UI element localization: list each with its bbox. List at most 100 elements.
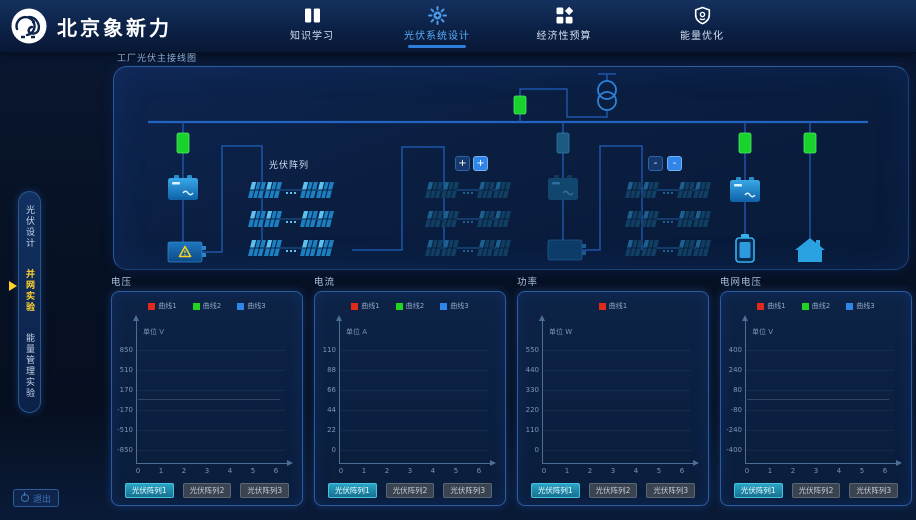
legend-label: 曲线3 [247,302,266,310]
breaker-closed-1[interactable] [176,132,190,154]
legend-item: 曲线2 [395,301,425,311]
sidebar-item-grid-connection-experiment[interactable]: 并网实验 [24,269,34,313]
pv-remove-button-1[interactable]: - [648,156,663,171]
y-tick-label: 66 [327,386,336,394]
grid-icon [556,6,573,24]
x-axis-arrow-icon [693,460,702,466]
pv-array-filter-button[interactable]: 光伏阵列1 [327,482,377,498]
y-tick-label: 110 [525,426,539,434]
legend-item: 曲线1 [757,301,786,311]
wiring [148,73,868,253]
power-icon [20,492,29,502]
pv-array-label: 光伏阵列 [269,161,310,171]
nav-item-pv-system-design[interactable]: 光伏系统设计 [404,6,470,48]
warning-triangle-icon [178,245,192,258]
sidebar-item-energy-management-experiment[interactable]: 能量管理实验 [24,333,34,399]
axis-unit-label: 单位 V [752,328,774,336]
book-icon [304,8,320,23]
y-axis-arrow-icon [742,312,748,321]
pv-array-filter-button[interactable]: 光伏阵列3 [240,482,290,498]
x-tick-label: 6 [476,467,482,475]
transformer-icon [597,80,617,111]
pv-add-button-1[interactable]: + [455,156,470,171]
y-axis-line [542,320,543,463]
pv-array-filter-button[interactable]: 光伏阵列1 [124,482,174,498]
pv-array-filter-buttons: 光伏阵列1 光伏阵列2 光伏阵列3 [721,482,911,498]
gridlines [137,350,285,451]
exit-button[interactable]: 退出 [13,489,59,507]
y-tick-label: 170 [119,386,133,394]
legend-label: 曲线3 [856,302,875,310]
house-load-icon [795,238,825,262]
y-tick-label: 850 [119,346,133,354]
pv-array-filter-button[interactable]: 光伏阵列2 [182,482,232,498]
pv-remove-button-2[interactable]: - [667,156,682,171]
legend-item: 曲线1 [351,301,380,311]
y-tick-label: 550 [525,346,539,354]
x-tick-label: 5 [656,467,662,475]
breaker-closed-grid[interactable] [513,95,527,115]
pv-add-button-2[interactable]: + [473,156,488,171]
pv-array-filter-button[interactable]: 光伏阵列3 [646,482,696,498]
x-tick-label: 2 [790,467,796,475]
pv-array-filter-button[interactable]: 光伏阵列3 [849,482,899,498]
legend-swatch [192,302,200,310]
battery-storage-icon [735,234,755,263]
charts-row: 电压 曲线1 曲线2 [111,274,912,506]
x-tick-label: 2 [181,467,187,475]
x-axis-line [136,463,287,464]
x-tick-label: 4 [836,467,842,475]
nav-item-economic-budget[interactable]: 经济性预算 [535,6,593,48]
nav-label: 光伏系统设计 [404,31,470,42]
legend-swatch [395,302,403,310]
plot-area: 单位 W 550 440 330 220 110 0 0 1 2 3 4 5 6 [518,292,708,505]
chart-legend: 曲线1 曲线2 曲线3 [721,301,911,311]
y-tick-label: 240 [728,366,742,374]
sidebar-mode-switcher: 光伏设计 并网实验 能量管理实验 [18,191,41,413]
y-tick-label: 220 [525,406,539,414]
legend-label: 曲线2 [405,302,425,310]
y-axis-line [136,320,137,463]
nav-active-underline [408,45,466,48]
x-tick-label: 1 [361,467,367,475]
chart-legend: 曲线1 [518,301,708,311]
pv-array-filter-button[interactable]: 光伏阵列2 [791,482,841,498]
chart-title: 电压 [111,277,133,288]
x-tick-label: 1 [158,467,164,475]
x-axis-arrow-icon [490,460,499,466]
x-axis-line [542,463,693,464]
x-tick-label: 3 [204,467,210,475]
inverter-icon-3 [729,176,761,203]
inverter-icon-2-dim [547,174,579,201]
pv-array-filter-button[interactable]: 光伏阵列1 [530,482,580,498]
pv-array-filter-button[interactable]: 光伏阵列2 [385,482,435,498]
pv-array-filter-button[interactable]: 光伏阵列1 [733,482,783,498]
plot-area: 单位 A 110 88 66 44 22 0 0 1 2 3 4 5 6 [315,292,505,505]
y-tick-label: -850 [117,446,133,454]
x-tick-label: 5 [859,467,865,475]
legend-item: 曲线1 [148,301,177,311]
pv-array-filter-buttons: 光伏阵列1 光伏阵列2 光伏阵列3 [112,482,302,498]
breaker-closed-3[interactable] [738,132,752,154]
top-nav-bar: 北京象新力 知识学习 光伏系统设计 [0,0,916,53]
elephant-logo-icon [11,8,47,44]
y-tick-label: 80 [733,386,742,394]
legend-swatch [237,302,245,310]
y-axis-arrow-icon [336,312,342,321]
nav-item-knowledge[interactable]: 知识学习 [283,6,341,48]
pv-array-filter-buttons: 光伏阵列1 光伏阵列2 光伏阵列3 [518,482,708,498]
y-axis-arrow-icon [539,312,545,321]
legend-swatch [598,302,606,310]
breaker-closed-4[interactable] [803,132,817,154]
y-tick-label: -510 [117,426,133,434]
branch3-branch4-wires [744,122,811,240]
y-tick-label: 330 [525,386,539,394]
sidebar-item-pv-design[interactable]: 光伏设计 [24,205,34,249]
y-tick-label: -240 [726,426,742,434]
nav-item-energy-optimization[interactable]: 能量优化 [673,6,731,48]
pv-array-filter-button[interactable]: 光伏阵列3 [443,482,493,498]
x-tick-label: 3 [407,467,413,475]
breaker-open-2[interactable] [556,132,570,154]
pv-array-filter-button[interactable]: 光伏阵列2 [588,482,638,498]
legend-item: 曲线3 [846,301,875,311]
